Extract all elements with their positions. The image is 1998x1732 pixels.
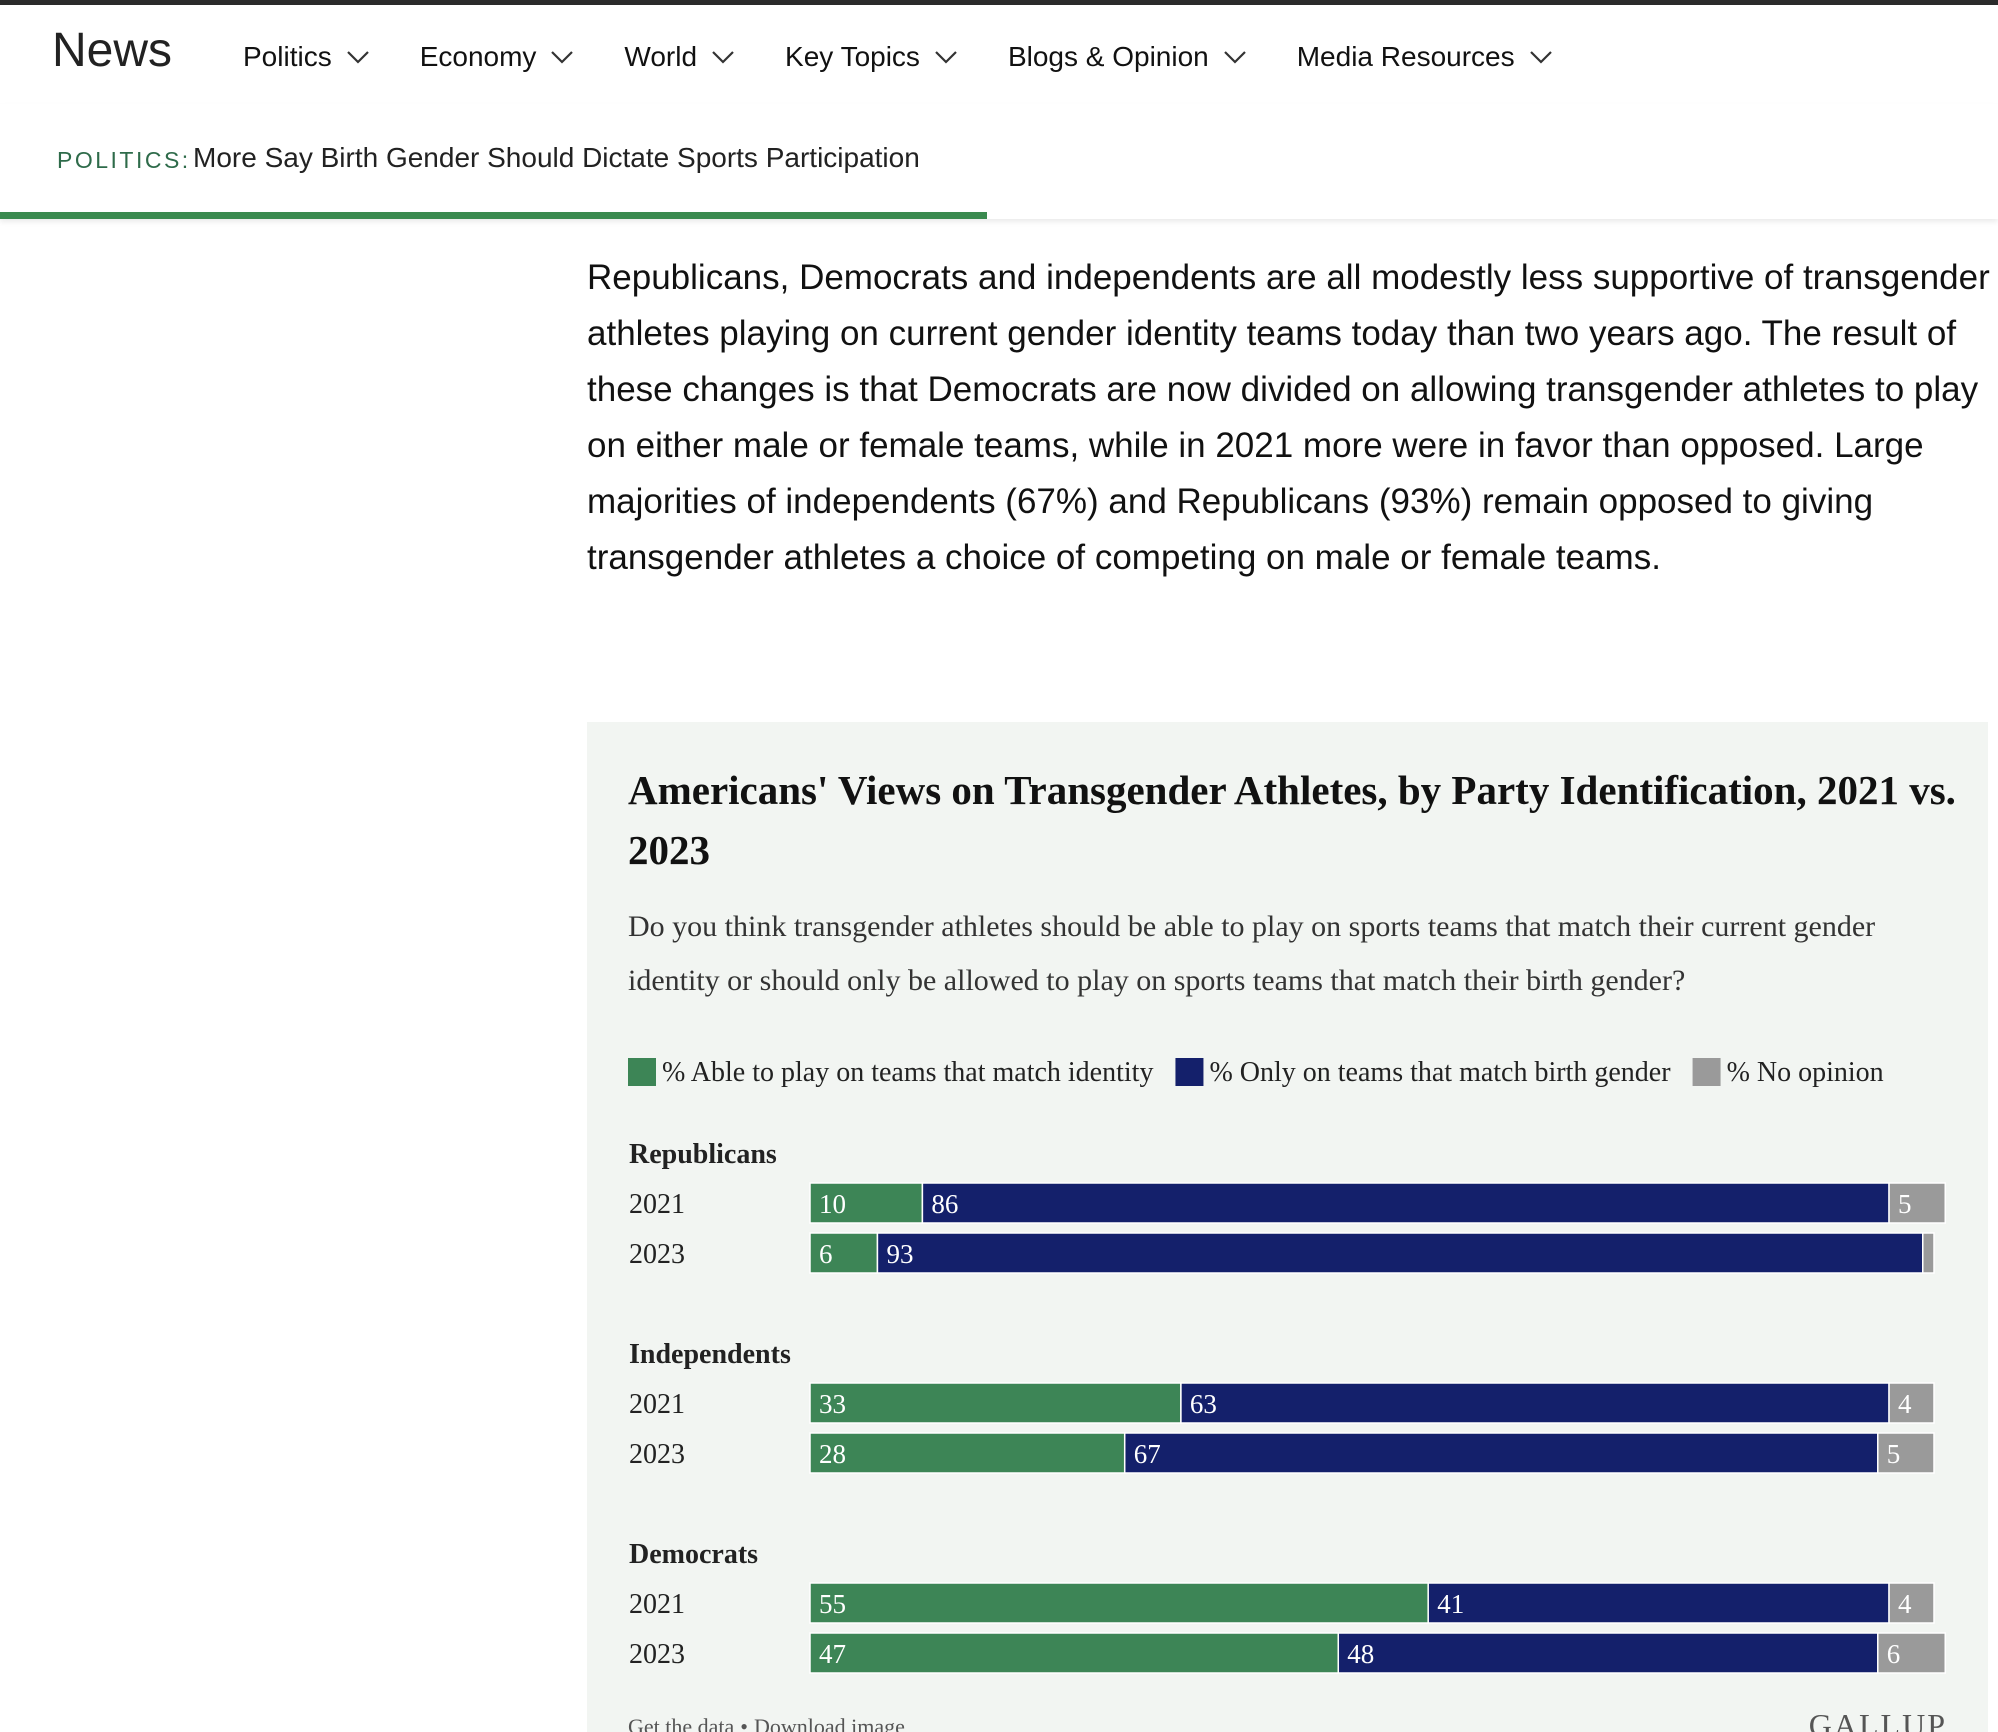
- legend-label: % Able to play on teams that match ident…: [662, 1057, 1153, 1088]
- chevron-path: [1529, 51, 1552, 64]
- chevron: [551, 51, 574, 64]
- chevron: [1223, 51, 1246, 64]
- value-label: 5: [1898, 1189, 1912, 1219]
- group-label: Republicans: [629, 1139, 777, 1170]
- value-label: 5: [1887, 1439, 1901, 1469]
- legend-swatch: [1175, 1058, 1204, 1086]
- nav-item[interactable]: World: [624, 41, 735, 73]
- nav-label[interactable]: Media Resources: [1296, 41, 1515, 72]
- nav-item[interactable]: Politics: [243, 41, 370, 73]
- breadcrumb-section[interactable]: POLITICS:: [57, 147, 191, 173]
- bar-segment: [809, 1232, 879, 1274]
- row-label: 2023: [629, 1639, 685, 1670]
- legend-swatch: [1692, 1058, 1721, 1086]
- bar-segment: [1123, 1432, 1879, 1474]
- bar-segment: [1877, 1632, 1946, 1674]
- row-label: 2021: [629, 1189, 685, 1220]
- progress-bar: [0, 212, 987, 219]
- nav-label[interactable]: Blogs & Opinion: [1007, 41, 1209, 72]
- breadcrumb-title: More Say Birth Gender Should Dictate Spo…: [193, 142, 920, 173]
- bar-segment: [1922, 1232, 1935, 1274]
- nav-item[interactable]: Key Topics: [785, 41, 958, 73]
- bar-segment: [809, 1382, 1182, 1424]
- bar-segment: [809, 1632, 1340, 1674]
- value-label: 4: [1898, 1389, 1912, 1419]
- legend-label: % No opinion: [1727, 1057, 1884, 1088]
- nav-item[interactable]: Economy: [420, 41, 575, 73]
- nav-label[interactable]: Economy: [419, 41, 537, 72]
- chart: % Able to play on teams that match ident…: [628, 1057, 1947, 1732]
- chart-title: Americans' Views on Transgender Athletes…: [628, 767, 1956, 873]
- chevron-path: [551, 51, 574, 64]
- chevron-path: [935, 51, 957, 64]
- bar-segment: [809, 1582, 1429, 1624]
- bar-segment: [1888, 1582, 1935, 1624]
- nav-item[interactable]: Blogs & Opinion: [1008, 41, 1247, 73]
- article-paragraph: Republicans, Democrats and independents …: [587, 258, 1990, 577]
- row-label: 2023: [629, 1439, 685, 1470]
- top-bar: [0, 0, 1998, 5]
- value-label: 63: [1190, 1389, 1217, 1419]
- value-label: 10: [819, 1189, 846, 1219]
- value-label: 41: [1437, 1589, 1464, 1619]
- legend-swatch: [628, 1058, 656, 1086]
- chart-subtitle: Do you think transgender athletes should…: [628, 910, 1876, 997]
- value-label: 6: [819, 1239, 833, 1269]
- value-label: 6: [1887, 1639, 1901, 1669]
- footer-link[interactable]: Get the data: [628, 1714, 735, 1732]
- value-label: 47: [819, 1639, 846, 1669]
- bar-segment: [921, 1182, 1890, 1224]
- bar-segment: [1427, 1582, 1890, 1624]
- row-label: 2021: [629, 1589, 685, 1620]
- chevron: [1529, 51, 1552, 64]
- gallup-logo: GALLUP: [1809, 1707, 1947, 1732]
- chevron: [346, 51, 369, 64]
- group-label: Independents: [629, 1339, 791, 1370]
- bar-segment: [1888, 1382, 1935, 1424]
- chevron-path: [1223, 51, 1246, 64]
- chevron-path: [346, 51, 369, 64]
- chevron: [935, 51, 957, 64]
- bar-segment: [1888, 1182, 1946, 1224]
- nav-label[interactable]: Politics: [243, 41, 332, 72]
- bar-segment: [809, 1182, 924, 1224]
- row-label: 2023: [629, 1239, 685, 1270]
- bar-segment: [1180, 1382, 1890, 1424]
- chart-card: % Able to play on teams that match ident…: [587, 722, 1988, 1732]
- chevron-path: [712, 51, 734, 64]
- value-label: 67: [1134, 1439, 1161, 1469]
- nav-bar: News Politics Economy World Key Topics Blogs…: [0, 5, 1998, 104]
- value-label: 55: [819, 1589, 846, 1619]
- value-label: 28: [819, 1439, 846, 1469]
- nav-label[interactable]: Key Topics: [785, 41, 920, 72]
- bar-segment: [1337, 1632, 1879, 1674]
- brand[interactable]: News: [52, 24, 173, 77]
- chevron: [712, 51, 734, 64]
- row-label: 2021: [629, 1389, 685, 1420]
- value-label: 33: [819, 1389, 846, 1419]
- nav-items: Politics Economy World Key Topics Blogs & Op…: [243, 41, 1553, 73]
- bar-segment: [1877, 1432, 1935, 1474]
- footer-separator: •: [740, 1714, 748, 1732]
- nav-label[interactable]: World: [624, 41, 698, 72]
- breadcrumb-bar: [0, 104, 1998, 219]
- value-label: 4: [1898, 1589, 1912, 1619]
- legend-label: % Only on teams that match birth gender: [1209, 1057, 1671, 1088]
- value-label: 48: [1347, 1639, 1374, 1669]
- value-label: 93: [886, 1239, 913, 1269]
- footer-link[interactable]: Download image: [754, 1714, 905, 1732]
- value-label: 86: [931, 1189, 958, 1219]
- bar-segment: [876, 1232, 1924, 1274]
- group-label: Democrats: [629, 1539, 758, 1570]
- bar-segment: [809, 1432, 1126, 1474]
- nav-item[interactable]: Media Resources: [1297, 41, 1553, 73]
